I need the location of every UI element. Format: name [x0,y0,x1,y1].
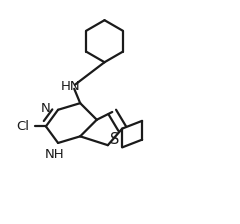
Text: HN: HN [61,80,81,93]
Text: NH: NH [44,148,64,161]
Text: S: S [110,132,119,147]
Text: N: N [41,101,51,114]
Text: Cl: Cl [16,120,29,133]
